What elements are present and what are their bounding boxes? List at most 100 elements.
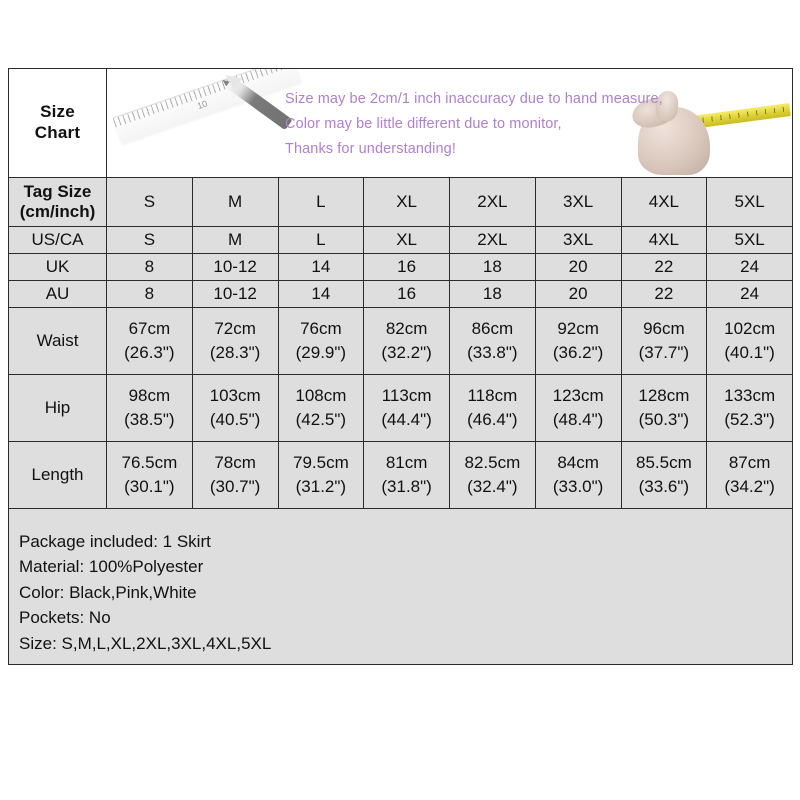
- table-cell: XL: [363, 226, 450, 254]
- size-column-header: 5XL: [706, 177, 793, 227]
- row-label: AU: [8, 280, 107, 308]
- row-label: Length: [8, 441, 107, 509]
- value-cm: 78cm: [214, 452, 256, 472]
- value-inch: (32.2"): [381, 343, 432, 362]
- table-cell: 79.5cm (31.2"): [277, 441, 365, 509]
- table-cell: 81cm (31.8"): [363, 441, 450, 509]
- disclaimer-text: Size may be 2cm/1 inch inaccuracy due to…: [285, 87, 663, 162]
- size-chart-table: Size Chart 10 11: [8, 68, 793, 665]
- value-cm: 103cm: [209, 385, 261, 405]
- value-cm: 133cm: [724, 385, 776, 405]
- table-cell: 14: [277, 253, 365, 281]
- table-row: Length 76.5cm (30.1") 78cm (30.7") 79.5c…: [8, 441, 793, 509]
- value-cm: 87cm: [728, 452, 771, 472]
- value-inch: (33.0"): [552, 477, 604, 496]
- size-column-header: XL: [363, 177, 450, 227]
- table-cell: M: [191, 226, 279, 254]
- table-cell: 5XL: [706, 226, 793, 254]
- table-cell: 98cm (38.5"): [106, 374, 193, 442]
- table-cell: 2XL: [449, 226, 536, 254]
- title-line-1: Size: [40, 102, 75, 122]
- value-inch: (36.2"): [552, 343, 604, 362]
- value-cm: 118cm: [467, 385, 518, 405]
- table-row: Waist 67cm (26.3") 72cm (28.3") 76cm (29…: [8, 307, 793, 375]
- table-cell: 113cm (44.4"): [363, 374, 450, 442]
- table-cell: 10-12: [191, 280, 279, 308]
- banner-inner: 10 11 Size may be 2cm/1 inch inaccuracy …: [108, 69, 792, 177]
- table-cell: 67cm (26.3"): [106, 307, 193, 375]
- value-cm: 79.5cm: [293, 452, 349, 472]
- table-cell: 18: [449, 253, 536, 281]
- value-inch: (31.2"): [295, 477, 347, 496]
- page-title: Size Chart: [8, 68, 107, 178]
- value-inch: (40.1"): [724, 343, 775, 362]
- value-inch: (29.9"): [295, 343, 347, 362]
- table-cell: 78cm (30.7"): [191, 441, 279, 509]
- disclaimer-line-3: Thanks for understanding!: [285, 141, 456, 157]
- table-cell: 8: [106, 253, 193, 281]
- value-inch: (28.3"): [209, 343, 261, 362]
- value-cm: 96cm: [643, 318, 685, 338]
- table-cell: 82.5cm (32.4"): [449, 441, 536, 509]
- value-inch: (33.6"): [638, 477, 690, 496]
- row-label: UK: [8, 253, 107, 281]
- table-cell: 10-12: [191, 253, 279, 281]
- size-column-header: 3XL: [534, 177, 622, 227]
- row-label: Hip: [8, 374, 107, 442]
- value-cm: 102cm: [724, 318, 776, 338]
- table-cell: 72cm (28.3"): [191, 307, 279, 375]
- row-label: Waist: [8, 307, 107, 375]
- info-line-material: Material: 100%Polyester: [19, 557, 204, 577]
- info-line-size: Size: S,M,L,XL,2XL,3XL,4XL,5XL: [19, 633, 272, 653]
- table-cell: 123cm (48.4"): [534, 374, 622, 442]
- value-cm: 82.5cm: [464, 452, 521, 472]
- table-cell: 103cm (40.5"): [191, 374, 279, 442]
- tag-size-label-line-1: Tag Size: [23, 181, 92, 201]
- table-cell: 76.5cm (30.1"): [106, 441, 193, 509]
- table-row: US/CA S M L XL 2XL 3XL 4XL 5XL: [8, 226, 793, 254]
- value-inch: (30.1"): [124, 477, 175, 496]
- value-cm: 108cm: [295, 385, 347, 405]
- value-inch: (48.4"): [552, 410, 604, 429]
- value-cm: 72cm: [214, 318, 256, 338]
- table-cell: 82cm (32.2"): [363, 307, 450, 375]
- value-cm: 86cm: [471, 318, 514, 338]
- disclaimer-line-2: Color may be little different due to mon…: [285, 116, 562, 132]
- value-inch: (37.7"): [638, 343, 690, 362]
- disclaimer-line-1: Size may be 2cm/1 inch inaccuracy due to…: [285, 91, 663, 107]
- table-cell: 16: [363, 253, 450, 281]
- table-cell: 96cm (37.7"): [620, 307, 708, 375]
- table-cell: 4XL: [620, 226, 708, 254]
- table-cell: 118cm (46.4"): [449, 374, 536, 442]
- info-line-pockets: Pockets: No: [19, 608, 111, 628]
- tag-size-row: Tag Size (cm/inch) S M L XL 2XL 3XL 4XL …: [8, 177, 793, 227]
- value-cm: 76cm: [300, 318, 342, 338]
- value-cm: 92cm: [557, 318, 599, 338]
- value-cm: 84cm: [557, 452, 599, 472]
- table-cell: 85.5cm (33.6"): [620, 441, 708, 509]
- table-cell: S: [106, 226, 193, 254]
- tag-size-label: Tag Size (cm/inch): [8, 177, 107, 227]
- value-inch: (30.7"): [209, 477, 261, 496]
- table-cell: 86cm (33.8"): [449, 307, 536, 375]
- ruler-mark-10: 10: [195, 98, 209, 112]
- table-cell: 22: [620, 280, 708, 308]
- size-column-header: 4XL: [620, 177, 708, 227]
- value-inch: (50.3"): [638, 410, 690, 429]
- value-inch: (42.5"): [295, 410, 347, 429]
- size-column-header: M: [191, 177, 279, 227]
- row-label: US/CA: [8, 226, 107, 254]
- table-cell: 24: [706, 280, 793, 308]
- table-cell: 128cm (50.3"): [620, 374, 708, 442]
- table-cell: 16: [363, 280, 450, 308]
- tag-size-label-line-2: (cm/inch): [19, 202, 96, 221]
- value-inch: (31.8"): [381, 477, 432, 496]
- value-inch: (40.5"): [209, 410, 261, 429]
- size-chart-table-wrapper: Size Chart 10 11: [8, 68, 793, 665]
- info-line-color: Color: Black,Pink,White: [19, 582, 197, 602]
- value-inch: (46.4"): [467, 410, 518, 429]
- value-cm: 67cm: [128, 318, 171, 338]
- table-cell: 87cm (34.2"): [706, 441, 793, 509]
- value-inch: (44.4"): [381, 410, 432, 429]
